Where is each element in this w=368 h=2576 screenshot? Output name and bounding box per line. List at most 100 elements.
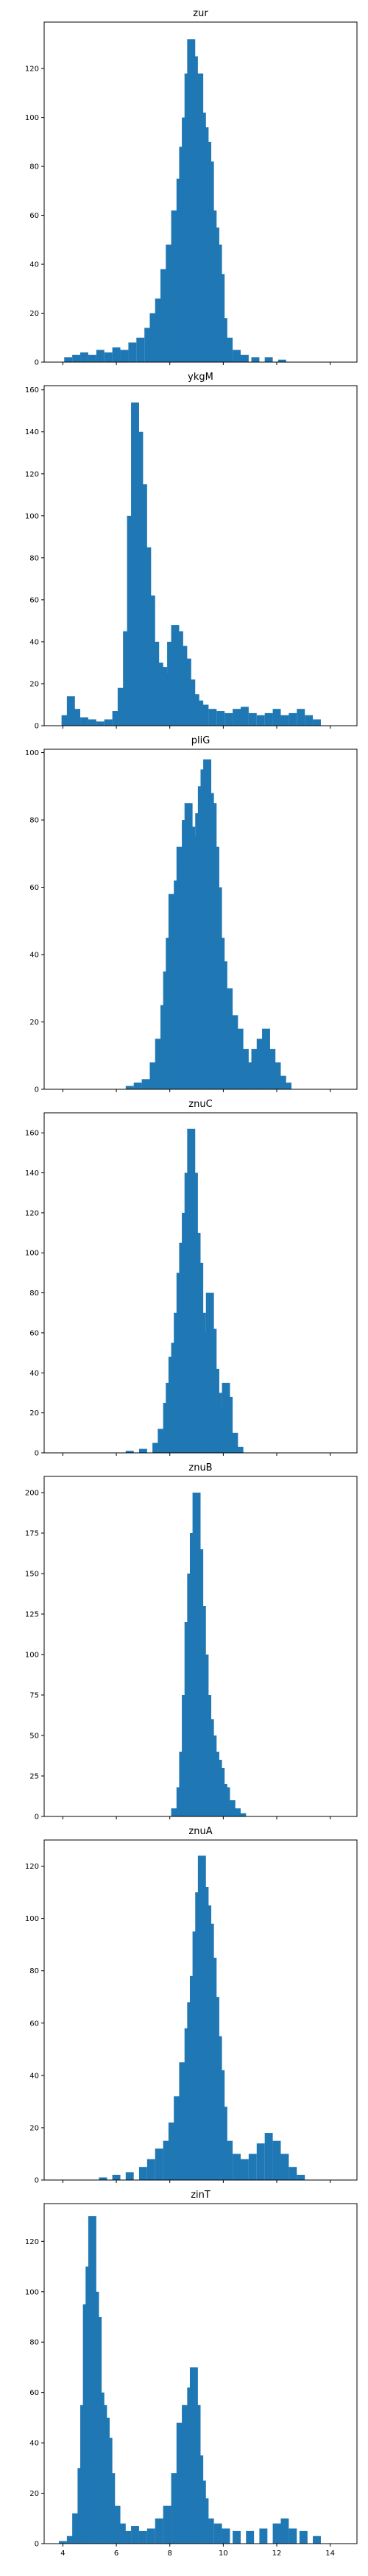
histogram-bar (248, 712, 257, 726)
y-tick-label: 60 (29, 884, 39, 892)
y-tick-label: 100 (25, 1915, 39, 1923)
histogram-bar (200, 704, 209, 726)
y-tick-label: 60 (29, 212, 39, 220)
histogram-bar (246, 2530, 255, 2544)
histogram-bar (138, 2530, 147, 2544)
y-tick-label: 75 (29, 1692, 39, 1700)
panel-title: zinT (191, 2190, 210, 2201)
histogram-bar (256, 715, 265, 726)
histogram-bar (272, 2140, 281, 2180)
histogram-bar (152, 1443, 161, 1453)
histogram-bar (248, 2154, 257, 2180)
y-tick-label: 160 (25, 1130, 39, 1138)
histogram-bar (155, 298, 163, 362)
histogram-bar (235, 1028, 244, 1089)
y-tick-label: 80 (29, 2339, 39, 2347)
y-tick-label: 0 (35, 2177, 39, 2185)
y-tick-label: 40 (29, 638, 39, 646)
histogram-bar (146, 2159, 155, 2180)
histogram-bar (272, 2523, 281, 2544)
histogram-bar (187, 679, 196, 726)
histogram-bar (305, 715, 314, 726)
histogram-bar (163, 2505, 171, 2544)
histogram-bar (289, 2528, 297, 2544)
x-tick-label: 14 (325, 2550, 335, 2558)
histogram-bar (160, 269, 169, 362)
histogram-bar (80, 717, 88, 726)
axes-frame (43, 1476, 358, 1817)
histogram-bar (128, 342, 137, 362)
histogram-bar (166, 244, 174, 362)
x-tick-label: 6 (114, 2550, 118, 2558)
y-tick-label: 100 (25, 1652, 39, 1660)
panel-zinT: zinT 0 20 40 60 80 100 120 4 6 8 10 12 14 (25, 2190, 358, 2558)
histogram-bar (230, 1015, 238, 1089)
y-tick-label: 60 (29, 1329, 39, 1337)
histogram-bar (283, 1082, 292, 1089)
histogram-bar (171, 625, 180, 726)
histogram-bar (256, 1038, 265, 1089)
histogram-bar (123, 2530, 132, 2544)
histogram-bar (264, 357, 273, 362)
histogram-bar (219, 2106, 227, 2180)
histogram-bar (131, 2526, 139, 2544)
y-tick-label: 25 (29, 1773, 39, 1781)
panel-title: pliG (191, 735, 210, 746)
y-tick-label: 40 (29, 261, 39, 269)
y-tick-label: 20 (29, 1409, 39, 1418)
histogram-bar (96, 721, 105, 726)
histogram-bar (277, 1075, 286, 1089)
histogram-bar (66, 696, 75, 726)
histogram-bar (72, 709, 81, 726)
y-tick-label: 40 (29, 2072, 39, 2080)
histogram-bar (240, 1049, 249, 1089)
histogram-bar (224, 1396, 233, 1453)
histogram-bar (61, 715, 70, 726)
histogram-bar (233, 350, 241, 362)
y-tick-label: 40 (29, 2440, 39, 2448)
histogram-bar (224, 2140, 233, 2180)
histogram-bar (171, 2473, 180, 2544)
axes-frame (43, 749, 358, 1090)
y-tick-label: 100 (25, 749, 39, 757)
histogram-bar (66, 2536, 75, 2544)
histogram-bar (299, 2530, 308, 2544)
y-tick-label: 20 (29, 2124, 39, 2132)
histogram-bar (99, 2177, 107, 2180)
histogram-bar (224, 712, 233, 726)
histogram-bar (112, 2174, 121, 2180)
histogram-bar (72, 2513, 81, 2544)
histogram-bar (112, 711, 121, 726)
histogram-bar (136, 337, 145, 362)
y-tick-label: 40 (29, 952, 39, 960)
y-tick-label: 20 (29, 310, 39, 318)
histogram-bar (280, 2518, 289, 2544)
histogram-bar (235, 1446, 244, 1453)
y-tick-label: 20 (29, 680, 39, 688)
histogram-bar (219, 318, 227, 362)
histogram-bar (224, 337, 233, 362)
histogram-bar (222, 1787, 230, 1816)
histogram-bar (200, 2498, 209, 2544)
y-tick-label: 60 (29, 596, 39, 604)
y-tick-label: 120 (25, 2238, 39, 2246)
y-tick-label: 0 (35, 1450, 39, 1458)
histogram-bar (313, 719, 321, 726)
histogram-bar (141, 1079, 150, 1089)
y-tick-label: 125 (25, 1611, 39, 1619)
y-tick-label: 80 (29, 1289, 39, 1298)
y-tick-label: 80 (29, 1967, 39, 1975)
histogram-bar (240, 707, 249, 726)
histogram-bar (297, 709, 305, 726)
y-tick-label: 80 (29, 817, 39, 825)
histogram-bar (230, 1432, 238, 1453)
histogram-bar (205, 2518, 214, 2544)
x-tick-label: 10 (219, 2550, 228, 2558)
histogram-bar (216, 711, 225, 726)
y-tick-label: 0 (35, 1086, 39, 1094)
y-tick-label: 0 (35, 723, 39, 731)
histogram-bar (313, 2536, 321, 2544)
histogram-bar (149, 1062, 158, 1089)
histogram-bar (233, 2154, 241, 2180)
histogram-bar (64, 357, 73, 362)
